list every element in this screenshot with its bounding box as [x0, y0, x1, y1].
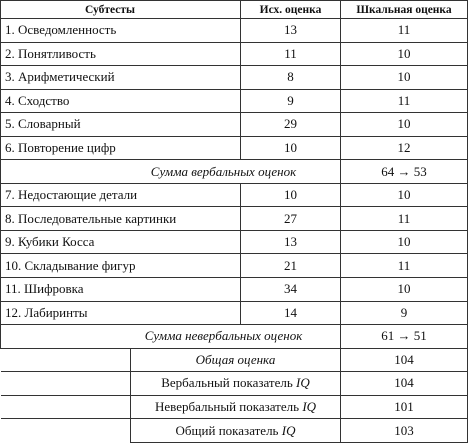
header-cell: Субтесты [0, 0, 241, 19]
subtest-row: 7. Недостающие детали 10 10 [0, 182, 468, 208]
raw-score: 9 [240, 88, 341, 114]
subtest-row: 6. Повторение цифр 10 12 [0, 135, 468, 161]
sum-row: Сумма невербальных оценок 61 → 51 [0, 324, 468, 349]
raw-score: 27 [240, 206, 341, 231]
subtest-row: 12. Лабиринты 14 9 [0, 300, 468, 326]
header-cell: Исх. оценка [240, 0, 341, 19]
scaled-score: 11 [340, 18, 468, 43]
subtest-name: 11. Шифровка [0, 277, 241, 302]
subtest-name: 2. Понятливость [0, 41, 241, 67]
scaled-score: 10 [340, 229, 468, 255]
subtest-row: 2. Понятливость 11 10 [0, 41, 468, 67]
sum-value: 64 → 53 [340, 159, 468, 184]
raw-score: 34 [240, 277, 341, 302]
total-row: Вербальный показатель IQ 104 [0, 371, 468, 396]
scaled-score: 9 [340, 300, 468, 326]
raw-score: 10 [240, 135, 341, 161]
subtest-name: 4. Сходство [0, 88, 241, 114]
sum-label: Сумма вербальных оценок [0, 159, 341, 184]
raw-score: 11 [240, 41, 341, 67]
header-cell: Шкальная оценка [340, 0, 468, 19]
subtest-name: 9. Кубики Косса [0, 229, 241, 255]
total-label-text: Общая оценка [195, 351, 276, 367]
subtest-name: 5. Словарный [0, 112, 241, 137]
scaled-score: 12 [340, 135, 468, 161]
scaled-score: 10 [340, 65, 468, 90]
scaled-score: 10 [340, 277, 468, 302]
total-label: Общий показатель IQ [130, 418, 341, 443]
subtest-name: 8. Последовательные картинки [0, 206, 241, 231]
scaled-score: 10 [340, 182, 468, 208]
total-label: Невербальный показатель IQ [130, 394, 341, 420]
scaled-score: 10 [340, 41, 468, 67]
total-label: Общая оценка [130, 347, 341, 373]
subtest-row: 3. Арифметический 8 10 [0, 65, 468, 90]
blank-cell [0, 371, 131, 396]
subtest-name: 1. Осведомленность [0, 18, 241, 43]
raw-score: 8 [240, 65, 341, 90]
header-row: Субтесты Исх. оценка Шкальная оценка [0, 0, 468, 19]
total-label-text: Невербальный показатель [154, 399, 300, 415]
blank-cell [0, 347, 131, 372]
subtest-row: 11. Шифровка 34 10 [0, 277, 468, 302]
subtest-row: 9. Кубики Косса 13 10 [0, 229, 468, 255]
total-label-text: Вербальный показатель [161, 375, 293, 391]
iq-abbr: IQ [302, 399, 317, 415]
subtest-row: 1. Осведомленность 13 11 [0, 18, 468, 43]
total-label: Вербальный показатель IQ [130, 371, 341, 396]
blank-cell [0, 394, 131, 419]
subtest-name: 6. Повторение цифр [0, 135, 241, 161]
raw-score: 29 [240, 112, 341, 137]
raw-score: 13 [240, 229, 341, 255]
raw-score: 10 [240, 182, 341, 208]
total-value: 104 [340, 347, 468, 373]
subtest-row: 10. Складывание фигур 21 11 [0, 253, 468, 279]
sum-row: Сумма вербальных оценок 64 → 53 [0, 159, 468, 184]
total-label-text: Общий показатель [175, 422, 279, 438]
blank-cell [0, 418, 131, 443]
raw-score: 21 [240, 253, 341, 279]
iq-abbr: IQ [296, 375, 310, 391]
subtest-row: 8. Последовательные картинки 27 11 [0, 206, 468, 231]
subtest-name: 12. Лабиринты [0, 300, 241, 326]
total-row: Общая оценка 104 [0, 347, 468, 373]
total-value: 101 [340, 394, 468, 420]
raw-score: 13 [240, 18, 341, 43]
subtest-row: 4. Сходство 9 11 [0, 88, 468, 114]
scaled-score: 11 [340, 88, 468, 114]
total-row: Невербальный показатель IQ 101 [0, 394, 468, 420]
total-value: 103 [340, 418, 468, 443]
scaled-score: 11 [340, 253, 468, 279]
subtest-name: 7. Недостающие детали [0, 182, 241, 208]
raw-score: 14 [240, 300, 341, 326]
scaled-score: 11 [340, 206, 468, 231]
sum-label: Сумма невербальных оценок [0, 324, 341, 349]
total-value: 104 [340, 371, 468, 396]
total-row: Общий показатель IQ 103 [0, 418, 468, 443]
subtest-name: 10. Складывание фигур [0, 253, 241, 279]
subtest-name: 3. Арифметический [0, 65, 241, 90]
iq-abbr: IQ [281, 422, 296, 438]
scaled-score: 10 [340, 112, 468, 137]
subtest-row: 5. Словарный 29 10 [0, 112, 468, 137]
sum-value: 61 → 51 [340, 324, 468, 349]
